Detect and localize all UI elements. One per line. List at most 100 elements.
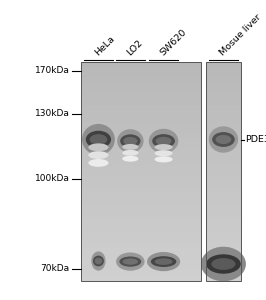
- Bar: [206, 94, 241, 100]
- Bar: [81, 182, 201, 188]
- Ellipse shape: [122, 144, 139, 150]
- Ellipse shape: [88, 151, 109, 159]
- Bar: [206, 176, 241, 182]
- Bar: [81, 122, 201, 127]
- Ellipse shape: [88, 143, 109, 151]
- Ellipse shape: [211, 258, 236, 270]
- Bar: [206, 220, 241, 226]
- Bar: [81, 259, 201, 264]
- Bar: [81, 220, 201, 226]
- Text: 130kDa: 130kDa: [35, 110, 70, 118]
- Ellipse shape: [147, 252, 180, 271]
- Ellipse shape: [91, 251, 106, 271]
- Bar: [206, 166, 241, 171]
- Ellipse shape: [116, 253, 145, 271]
- Ellipse shape: [201, 247, 246, 281]
- Bar: [81, 166, 201, 171]
- Bar: [206, 73, 241, 78]
- Bar: [206, 226, 241, 231]
- Bar: [81, 73, 201, 78]
- Bar: [206, 89, 241, 94]
- Text: HeLa: HeLa: [93, 34, 117, 58]
- Bar: [206, 188, 241, 193]
- Ellipse shape: [93, 256, 104, 266]
- Ellipse shape: [123, 137, 138, 145]
- Ellipse shape: [156, 137, 172, 145]
- Bar: [81, 154, 201, 160]
- Bar: [206, 209, 241, 215]
- Ellipse shape: [155, 258, 173, 265]
- Bar: [206, 171, 241, 176]
- Bar: [206, 259, 241, 264]
- Bar: [206, 231, 241, 237]
- Bar: [206, 215, 241, 220]
- Bar: [206, 127, 241, 133]
- Ellipse shape: [86, 131, 111, 148]
- Ellipse shape: [149, 129, 178, 153]
- Bar: [206, 237, 241, 242]
- Bar: [81, 105, 201, 111]
- Ellipse shape: [206, 254, 241, 274]
- Bar: [81, 127, 201, 133]
- Bar: [206, 248, 241, 253]
- Ellipse shape: [117, 129, 144, 153]
- Bar: [206, 105, 241, 111]
- Bar: [81, 264, 201, 269]
- Ellipse shape: [122, 156, 139, 162]
- Ellipse shape: [123, 259, 138, 265]
- Bar: [81, 193, 201, 198]
- Bar: [81, 138, 201, 144]
- Bar: [206, 61, 241, 67]
- Bar: [206, 154, 241, 160]
- Ellipse shape: [212, 132, 235, 147]
- Bar: [81, 209, 201, 215]
- Ellipse shape: [119, 256, 141, 267]
- Bar: [81, 269, 201, 275]
- Bar: [81, 248, 201, 253]
- Ellipse shape: [209, 126, 238, 153]
- Bar: [81, 133, 201, 138]
- Bar: [206, 269, 241, 275]
- Bar: [206, 116, 241, 122]
- Bar: [81, 94, 201, 100]
- Ellipse shape: [151, 256, 176, 267]
- Bar: [81, 204, 201, 209]
- Bar: [206, 111, 241, 116]
- Ellipse shape: [155, 144, 173, 150]
- Bar: [206, 204, 241, 209]
- Bar: [81, 78, 201, 83]
- Ellipse shape: [88, 159, 109, 167]
- Ellipse shape: [122, 150, 139, 156]
- Text: PDE3B: PDE3B: [245, 135, 266, 144]
- Bar: [206, 149, 241, 154]
- Text: 100kDa: 100kDa: [35, 174, 70, 183]
- Bar: [206, 182, 241, 188]
- Ellipse shape: [155, 150, 173, 156]
- Text: SW620: SW620: [159, 28, 189, 58]
- Bar: [81, 111, 201, 116]
- Ellipse shape: [95, 258, 102, 264]
- Bar: [206, 193, 241, 198]
- Text: LO2: LO2: [125, 38, 145, 58]
- Bar: [81, 275, 201, 280]
- Bar: [81, 171, 201, 176]
- Bar: [81, 89, 201, 94]
- Bar: [206, 78, 241, 83]
- Bar: [81, 242, 201, 248]
- Text: 170kDa: 170kDa: [35, 66, 70, 75]
- Bar: [81, 61, 201, 67]
- Bar: [81, 237, 201, 242]
- Bar: [81, 149, 201, 154]
- Bar: [81, 100, 201, 105]
- Ellipse shape: [215, 135, 231, 144]
- Bar: [81, 144, 201, 149]
- Text: 70kDa: 70kDa: [41, 264, 70, 273]
- Bar: [81, 67, 201, 73]
- Bar: [206, 160, 241, 166]
- Ellipse shape: [90, 134, 107, 145]
- Bar: [206, 83, 241, 89]
- Bar: [81, 188, 201, 193]
- Bar: [206, 264, 241, 269]
- Bar: [81, 176, 201, 182]
- Ellipse shape: [120, 134, 140, 148]
